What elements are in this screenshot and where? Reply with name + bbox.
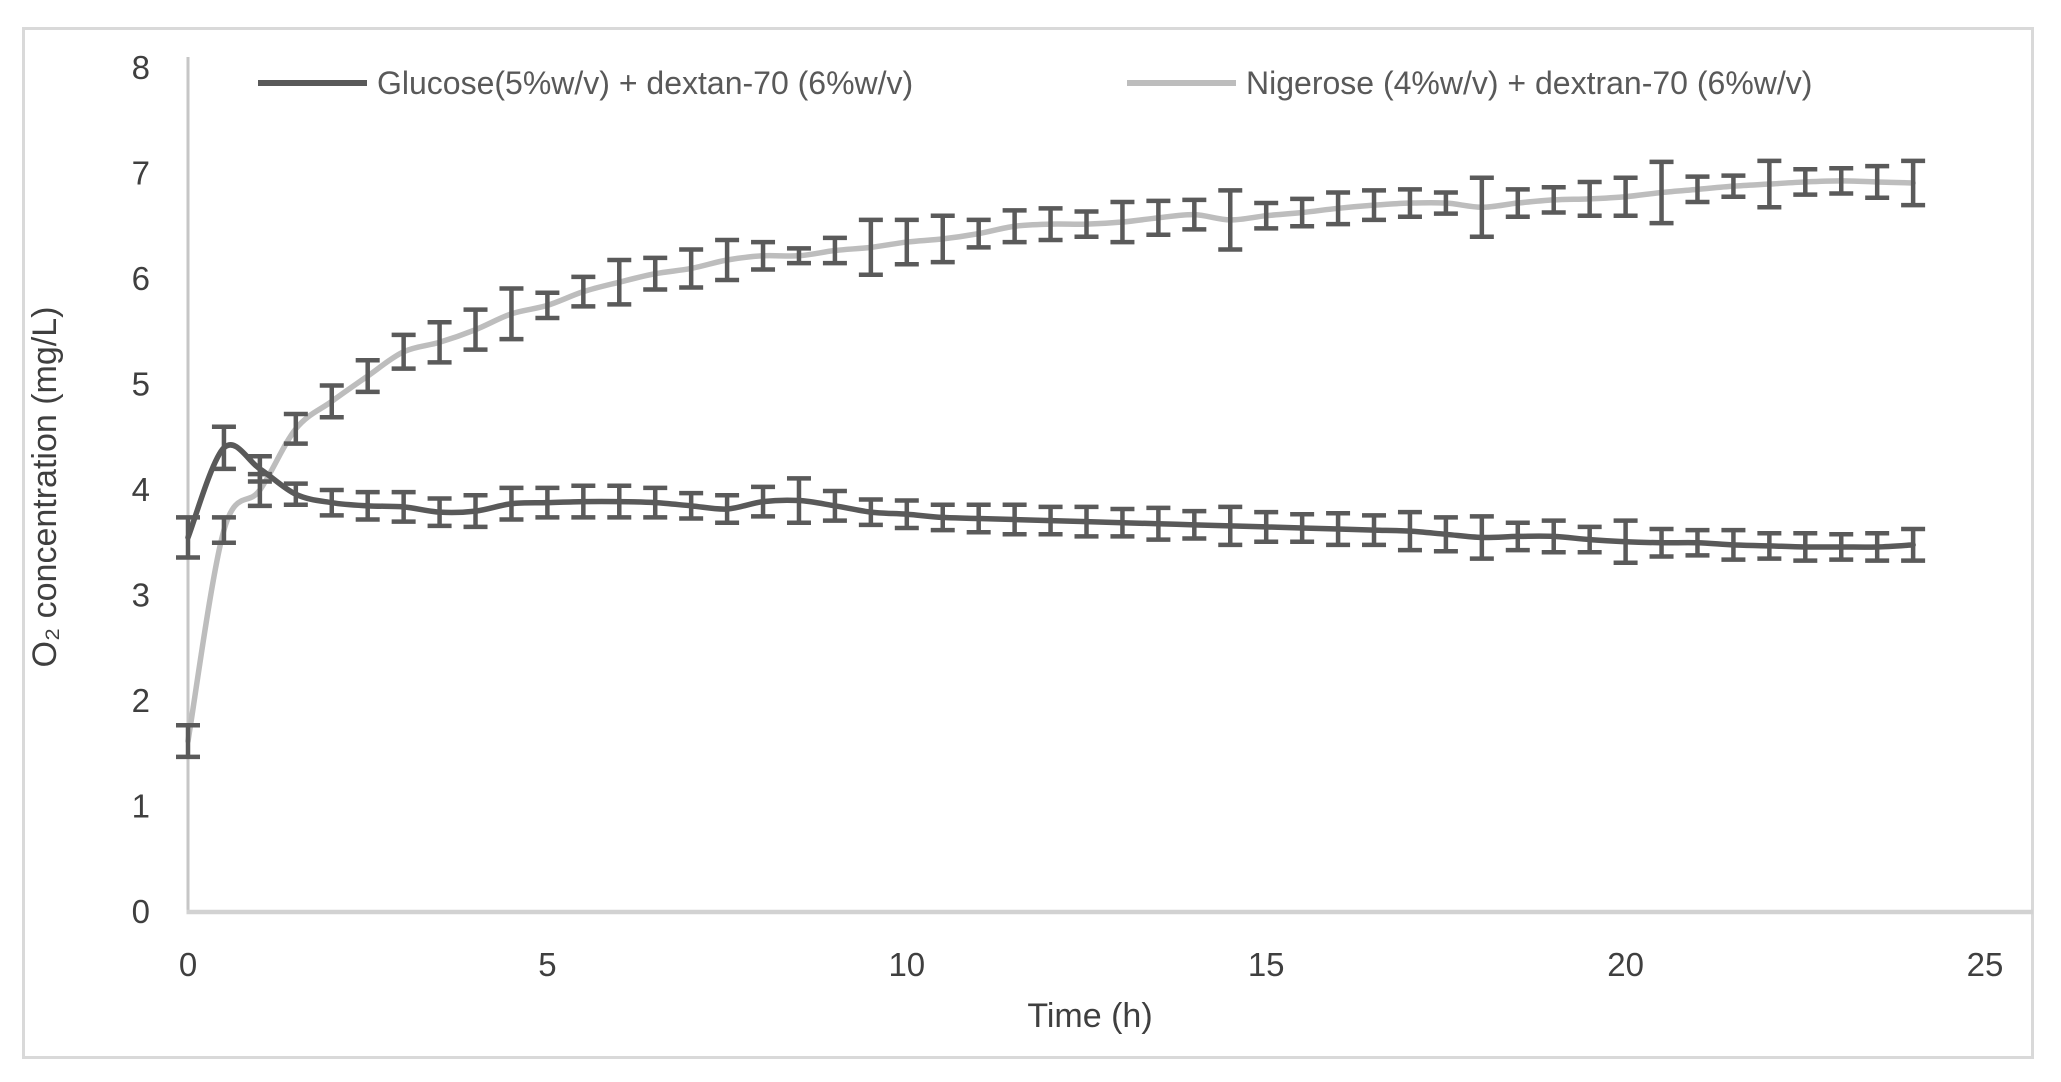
y-tick-label: 8 xyxy=(132,49,150,86)
y-tick-label: 7 xyxy=(132,155,150,192)
x-axis-ticks: 0 5 10 15 20 25 xyxy=(179,946,2004,983)
series-line-nigerose xyxy=(185,178,1916,744)
y-axis-ticks: 0 1 2 3 4 5 6 7 8 xyxy=(132,49,150,930)
y-tick-label: 3 xyxy=(132,577,150,614)
y-tick-label: 6 xyxy=(132,260,150,297)
x-axis-title: Time (h) xyxy=(1027,997,1152,1035)
y-tick-label: 1 xyxy=(132,788,150,825)
x-tick-label: 0 xyxy=(179,946,197,983)
y-axis-title: O₂ concentration (mg/L) xyxy=(26,307,64,668)
x-tick-label: 10 xyxy=(888,946,925,983)
y-tick-label: 2 xyxy=(132,682,150,719)
x-tick-label: 20 xyxy=(1607,946,1644,983)
error-bars-nigerose xyxy=(176,158,1926,760)
x-tick-label: 15 xyxy=(1248,946,1285,983)
x-tick-label: 25 xyxy=(1967,946,2004,983)
y-tick-label: 4 xyxy=(132,471,150,508)
legend-label-nigerose: Nigerose (4%w/v) + dextran-70 (6%w/v) xyxy=(1246,65,1812,101)
series-layer xyxy=(176,158,1926,760)
y-tick-label: 5 xyxy=(132,366,150,403)
error-bars-glucose xyxy=(176,424,1926,566)
x-tick-label: 5 xyxy=(538,946,556,983)
legend: Glucose(5%w/v) + dextan-70 (6%w/v) Niger… xyxy=(258,65,1812,101)
legend-label-glucose: Glucose(5%w/v) + dextan-70 (6%w/v) xyxy=(377,65,913,101)
y-tick-label: 0 xyxy=(132,893,150,930)
